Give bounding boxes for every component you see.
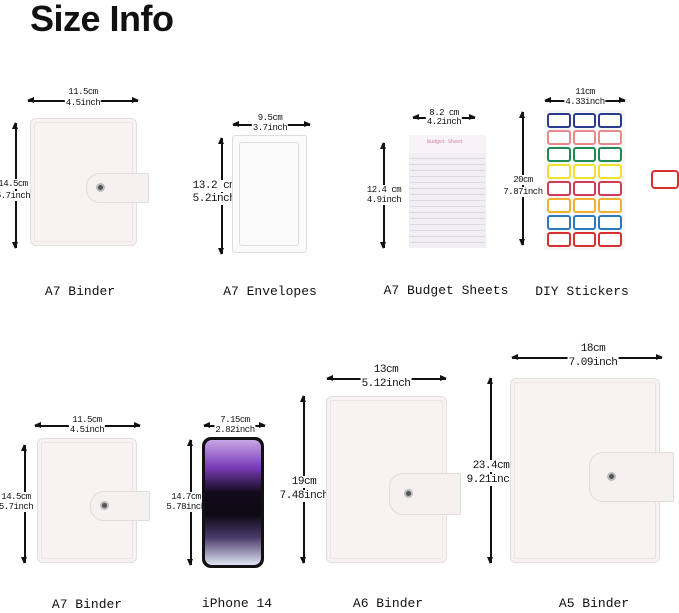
width-inch: 4.5inch bbox=[68, 425, 106, 435]
sticker-label bbox=[547, 215, 571, 230]
height-cm: 12.4 cm bbox=[365, 185, 403, 195]
sticker-label bbox=[547, 232, 571, 247]
sticker-label bbox=[598, 232, 622, 247]
sticker-label bbox=[598, 113, 622, 128]
sticker-label bbox=[572, 130, 597, 145]
sticker-label bbox=[598, 147, 622, 162]
height-cm: 14.5cm bbox=[0, 179, 29, 189]
sticker-label bbox=[598, 215, 622, 230]
sticker-label bbox=[598, 164, 622, 179]
width-inch: 4.33inch bbox=[564, 97, 606, 107]
a5-binder-image bbox=[510, 378, 674, 563]
a7-binder-image bbox=[30, 118, 149, 246]
width-cm: 18cm bbox=[579, 343, 607, 355]
width-cm: 13cm bbox=[372, 364, 400, 376]
width-cm: 9.5cm bbox=[256, 113, 284, 123]
sticker-label bbox=[598, 198, 622, 213]
sticker-label bbox=[598, 181, 622, 196]
width-inch: 4.2inch bbox=[425, 117, 463, 127]
sticker-label bbox=[572, 181, 597, 196]
budget-sheet-title: Budget Sheet bbox=[409, 135, 486, 153]
sticker-label bbox=[572, 147, 597, 162]
width-inch: 3.7inch bbox=[251, 123, 289, 133]
width-cm: 11cm bbox=[574, 87, 596, 97]
a6-binder-image bbox=[326, 396, 461, 563]
height-cm: 13.2 cm bbox=[191, 180, 237, 192]
height-inch: 5.7inch bbox=[0, 191, 32, 201]
budget-sheet-image bbox=[409, 152, 486, 248]
width-inch: 4.5inch bbox=[64, 98, 102, 108]
height-inch: 9.21inch bbox=[465, 474, 517, 486]
sticker-label bbox=[572, 232, 597, 247]
a7-binder-image bbox=[37, 438, 150, 563]
sticker-label bbox=[547, 198, 571, 213]
width-cm: 7.15cm bbox=[219, 415, 251, 425]
height-cm: 14.5cm bbox=[0, 492, 32, 502]
height-cm: 19cm bbox=[290, 476, 318, 488]
caption: A7 Binder bbox=[44, 284, 116, 299]
sticker-label bbox=[572, 113, 597, 128]
height-inch: 7.87inch bbox=[502, 187, 544, 197]
sticker-label bbox=[547, 130, 571, 145]
caption: A7 Envelopes bbox=[223, 284, 317, 299]
sticker-label bbox=[598, 130, 622, 145]
width-inch: 2.82inch bbox=[214, 425, 256, 435]
width-inch: 7.09inch bbox=[567, 357, 619, 369]
sticker-label bbox=[547, 113, 571, 128]
sticker-label bbox=[547, 181, 571, 196]
iphone-image bbox=[202, 437, 264, 568]
height-inch: 7.48inch bbox=[278, 490, 330, 502]
sticker-sheet-image bbox=[544, 110, 625, 250]
sticker-label bbox=[547, 147, 571, 162]
sticker-label bbox=[572, 164, 597, 179]
caption: iPhone 14 bbox=[201, 596, 273, 611]
width-inch: 5.12inch bbox=[360, 378, 412, 390]
caption: A6 Binder bbox=[352, 596, 424, 611]
caption: A7 Binder bbox=[51, 597, 123, 612]
sticker-label bbox=[547, 164, 571, 179]
height-inch: 5.7inch bbox=[0, 502, 35, 512]
width-cm: 11.5cm bbox=[71, 415, 103, 425]
width-cm: 11.5cm bbox=[67, 87, 99, 97]
height-cm: 23.4cm bbox=[471, 460, 511, 472]
single-sticker-image bbox=[651, 170, 679, 189]
caption: A7 Budget Sheets bbox=[383, 283, 509, 298]
caption: DIY Stickers bbox=[535, 284, 629, 299]
page-title: Size Info bbox=[30, 0, 174, 39]
caption: A5 Binder bbox=[558, 596, 630, 611]
sticker-label bbox=[572, 215, 597, 230]
height-inch: 4.9inch bbox=[365, 195, 403, 205]
width-cm: 8.2 cm bbox=[428, 108, 460, 118]
height-inch: 5.2inch bbox=[191, 193, 237, 205]
height-cm: 14.7cm bbox=[170, 492, 202, 502]
height-cm: 20cm bbox=[512, 175, 534, 185]
height-inch: 5.78inch bbox=[165, 502, 207, 512]
envelope-image bbox=[232, 135, 307, 253]
sticker-label bbox=[572, 198, 597, 213]
